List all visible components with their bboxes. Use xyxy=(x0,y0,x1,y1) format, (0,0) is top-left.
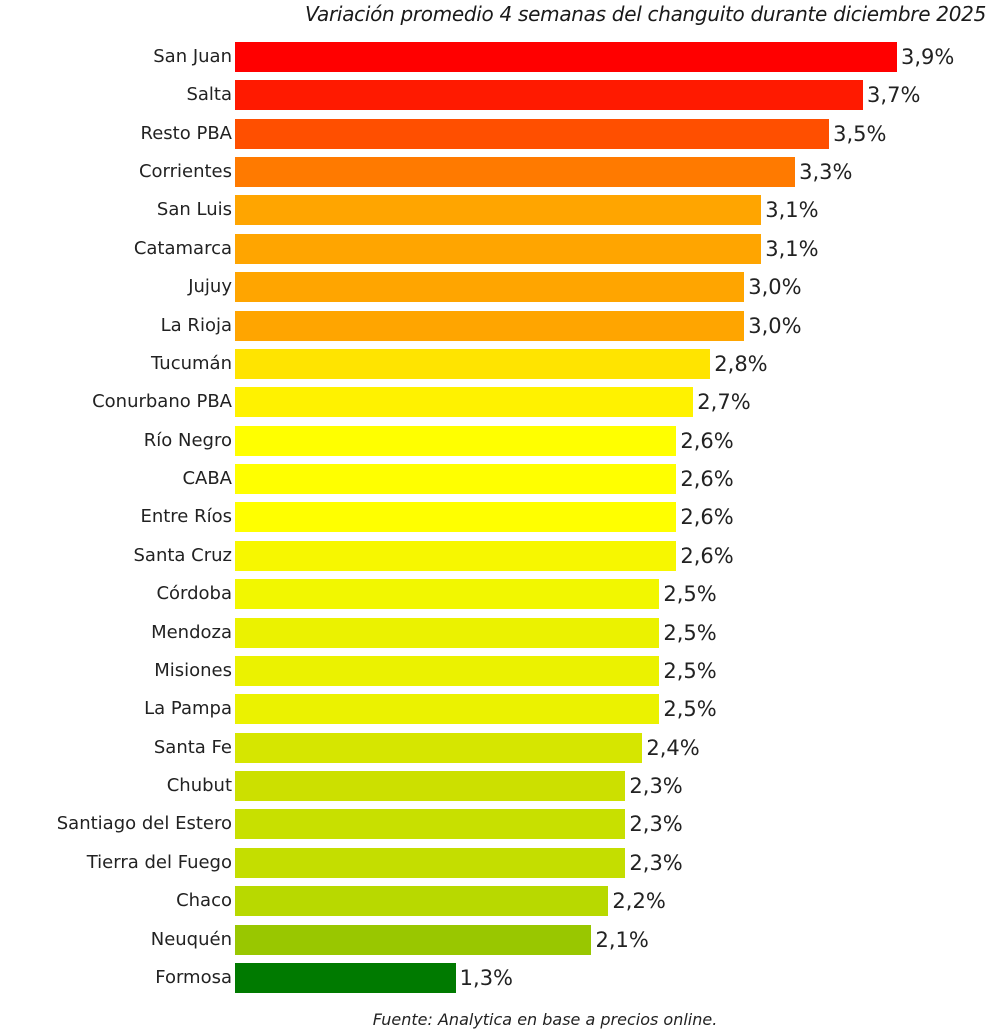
bar xyxy=(235,118,830,149)
category-label: Resto PBA xyxy=(140,122,232,144)
bar xyxy=(235,464,677,495)
bar xyxy=(235,387,694,418)
value-label: 2,2% xyxy=(612,889,666,914)
bar xyxy=(235,694,660,725)
category-label: La Pampa xyxy=(144,698,232,720)
category-label: Santa Fe xyxy=(153,736,232,758)
bar xyxy=(235,348,711,379)
chart-title: Variación promedio 4 semanas del changui… xyxy=(304,2,986,26)
category-label: Neuquén xyxy=(150,928,232,950)
category-label: San Juan xyxy=(153,46,232,67)
category-label: Santa Cruz xyxy=(133,544,233,566)
value-label: 2,7% xyxy=(697,390,751,415)
value-label: 2,5% xyxy=(663,582,717,607)
bar xyxy=(235,272,745,303)
value-label: 3,5% xyxy=(833,121,887,146)
category-label: Chubut xyxy=(166,775,232,797)
category-label: Conurbano PBA xyxy=(92,391,232,413)
category-label: Jujuy xyxy=(188,276,232,298)
bar xyxy=(235,847,626,878)
value-label: 2,3% xyxy=(629,812,683,837)
value-label: 3,7% xyxy=(867,83,921,108)
bar xyxy=(235,655,660,686)
value-label: 2,6% xyxy=(680,505,734,530)
value-label: 3,1% xyxy=(765,236,819,261)
value-label: 2,5% xyxy=(663,658,717,683)
value-label: 3,1% xyxy=(765,198,819,223)
value-label: 3,9% xyxy=(901,45,955,69)
value-label: 2,3% xyxy=(629,774,683,799)
value-label: 2,8% xyxy=(714,351,768,376)
category-label: Corrientes xyxy=(138,161,232,183)
category-label: Misiones xyxy=(154,659,232,681)
bar xyxy=(235,924,592,955)
bar xyxy=(235,962,456,993)
category-label: Córdoba xyxy=(156,583,232,605)
bar xyxy=(235,617,660,648)
category-label: Tucumán xyxy=(151,352,232,374)
value-label: 2,6% xyxy=(680,467,734,492)
value-label: 3,0% xyxy=(748,275,802,300)
category-label: Río Negro xyxy=(143,429,232,451)
category-label: Santiago del Estero xyxy=(56,813,232,835)
value-label: 2,4% xyxy=(646,735,700,760)
bar xyxy=(235,771,626,802)
value-label: 2,5% xyxy=(663,620,717,645)
bar xyxy=(235,809,626,840)
value-label: 3,0% xyxy=(748,313,802,338)
category-label: Tierra del Fuego xyxy=(86,851,232,873)
bar xyxy=(235,425,677,456)
bar xyxy=(235,233,762,264)
value-label: 2,5% xyxy=(663,697,717,722)
category-label: Entre Ríos xyxy=(140,506,232,528)
category-label: Mendoza xyxy=(151,621,232,643)
category-label: San Luis xyxy=(156,199,232,221)
category-label: Formosa xyxy=(155,966,232,988)
value-label: 2,1% xyxy=(595,927,649,952)
bar xyxy=(235,886,609,917)
bar xyxy=(235,80,864,111)
bar xyxy=(235,42,897,72)
source-note: Fuente: Analytica en base a precios onli… xyxy=(372,1010,718,1029)
category-label: Salta xyxy=(186,84,232,106)
bar xyxy=(235,310,745,341)
bar xyxy=(235,502,677,533)
value-label: 3,3% xyxy=(799,160,853,185)
value-label: 1,3% xyxy=(459,965,514,990)
category-label: CABA xyxy=(182,468,232,490)
value-label: 2,6% xyxy=(680,543,734,568)
bar xyxy=(235,540,677,571)
bar xyxy=(235,195,762,226)
category-label: Catamarca xyxy=(133,237,232,259)
value-label: 2,6% xyxy=(680,428,734,453)
category-label: La Rioja xyxy=(160,314,232,336)
value-label: 2,3% xyxy=(629,850,683,875)
bar xyxy=(235,579,660,610)
category-label: Chaco xyxy=(176,890,232,912)
bar xyxy=(235,157,796,188)
bar xyxy=(235,732,643,763)
